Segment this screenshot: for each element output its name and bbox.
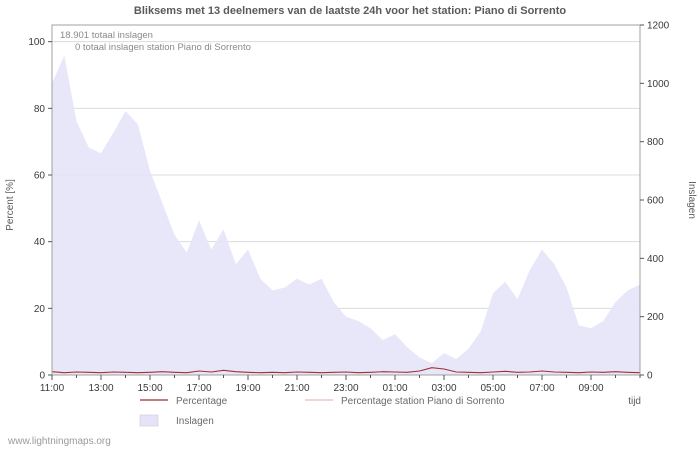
x-tick-label: 17:00 bbox=[186, 383, 211, 394]
left-tick-label: 40 bbox=[34, 237, 46, 248]
x-tick-label: 23:00 bbox=[333, 383, 358, 394]
x-tick-label: 21:00 bbox=[284, 383, 309, 394]
legend-item-percentage-station: Percentage station Piano di Sorrento bbox=[305, 396, 505, 407]
x-tick-label: 11:00 bbox=[40, 383, 65, 394]
left-tick-label: 100 bbox=[28, 37, 45, 48]
x-axis-label: tijd bbox=[628, 396, 641, 407]
right-tick-label: 1200 bbox=[647, 21, 670, 32]
area-series-inslagen bbox=[52, 55, 640, 375]
legend-item-percentage: Percentage bbox=[140, 396, 228, 407]
legend-label-percentage-station: Percentage station Piano di Sorrento bbox=[341, 396, 505, 407]
x-tick-label: 05:00 bbox=[480, 383, 505, 394]
x-tick-label: 15:00 bbox=[137, 383, 162, 394]
left-tick-label: 0 bbox=[39, 371, 45, 382]
watermark-lightningmaps: www.lightningmaps.org bbox=[7, 436, 111, 447]
right-tick-label: 800 bbox=[647, 137, 664, 148]
inslagen-area-swatch bbox=[139, 414, 159, 427]
x-tick-label: 13:00 bbox=[88, 383, 113, 394]
x-tick-label: 07:00 bbox=[529, 383, 554, 394]
annotation-total-strikes: 18.901 totaal inslagen bbox=[60, 30, 153, 41]
left-tick-label: 60 bbox=[34, 171, 46, 182]
x-tick-label: 03:00 bbox=[431, 383, 456, 394]
legend: Percentage Percentage station Piano di S… bbox=[139, 396, 505, 427]
legend-label-inslagen: Inslagen bbox=[176, 416, 214, 427]
legend-item-inslagen: Inslagen bbox=[139, 414, 214, 427]
x-tick-label: 01:00 bbox=[382, 383, 407, 394]
series-layer bbox=[51, 55, 641, 376]
legend-label-percentage: Percentage bbox=[176, 396, 228, 407]
x-tick-label: 19:00 bbox=[235, 383, 260, 394]
right-tick-label: 400 bbox=[647, 254, 664, 265]
annotation-station-strikes: 0 totaal inslagen station Piano di Sorre… bbox=[75, 42, 251, 53]
left-axis-label: Percent [%] bbox=[5, 179, 16, 231]
left-tick-label: 80 bbox=[34, 104, 46, 115]
line-series-percentage bbox=[51, 367, 641, 374]
left-tick-label: 20 bbox=[34, 304, 46, 315]
right-tick-label: 1000 bbox=[647, 79, 670, 90]
chart-title: Bliksems met 13 deelnemers van de laatst… bbox=[134, 5, 566, 17]
right-tick-label: 0 bbox=[647, 371, 653, 382]
right-axis-label: Inslagen bbox=[686, 181, 697, 219]
right-tick-label: 600 bbox=[647, 196, 664, 207]
x-tick-label: 09:00 bbox=[578, 383, 603, 394]
right-tick-label: 200 bbox=[647, 312, 664, 323]
